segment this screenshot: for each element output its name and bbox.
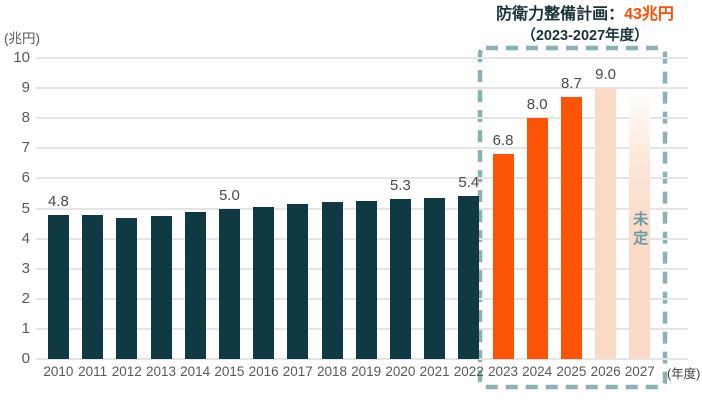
bar-2027: 未定: [629, 92, 651, 359]
bar-2022: [458, 196, 480, 359]
y-tick-2: 2: [21, 289, 30, 307]
x-tick-2012: 2012: [111, 364, 142, 379]
x-tick-2010: 2010: [43, 364, 74, 379]
x-tick-2016: 2016: [248, 364, 279, 379]
bar-2011: [82, 214, 104, 359]
bar-2017: [287, 203, 309, 359]
y-tick-0: 0: [21, 350, 30, 367]
plan-period: （2023-2027年度）: [521, 28, 649, 44]
bar-2026: [595, 88, 617, 359]
bar-value-label-2022: 5.4: [458, 174, 480, 192]
bar-2010: [47, 214, 69, 359]
gridline-0: [36, 358, 688, 360]
y-axis-unit-label: (兆円): [4, 31, 40, 46]
gridline-10: [36, 57, 688, 59]
x-tick-2020: 2020: [385, 364, 416, 379]
bar-2020: [389, 199, 411, 359]
bar-2021: [424, 197, 446, 359]
plan-title: 防衛力整備計画：43兆円 （2023-2027年度）: [452, 5, 702, 46]
x-tick-2018: 2018: [316, 364, 348, 379]
x-tick-2027: 2027: [624, 364, 655, 379]
y-tick-9: 9: [21, 79, 30, 97]
y-tick-7: 7: [21, 139, 30, 157]
x-tick-2019: 2019: [351, 364, 382, 379]
bar-2025: [560, 97, 582, 359]
y-tick-4: 4: [21, 229, 30, 247]
bar-2014: [184, 211, 206, 359]
plan-amount: 43兆円: [624, 6, 674, 23]
x-tick-2014: 2014: [180, 364, 211, 379]
y-tick-6: 6: [21, 169, 30, 187]
bar-value-label-2010: 4.8: [47, 192, 69, 210]
gridline-7: [36, 147, 688, 150]
x-tick-2013: 2013: [145, 364, 177, 379]
bar-value-label-2025: 8.7: [560, 75, 582, 93]
bar-2019: [355, 200, 377, 359]
x-tick-2017: 2017: [282, 364, 313, 379]
gridline-6: [36, 177, 688, 180]
bar-2018: [321, 202, 343, 359]
bar-value-label-2020: 5.3: [389, 177, 411, 195]
y-tick-3: 3: [21, 259, 30, 277]
bar-2013: [150, 216, 172, 359]
bar-value-label-2015: 5.0: [218, 186, 240, 204]
gridline-8: [36, 117, 688, 120]
bar-2016: [253, 206, 275, 359]
x-tick-2022: 2022: [453, 364, 484, 379]
y-tick-8: 8: [21, 109, 30, 127]
undecided-label: 未定: [631, 210, 649, 249]
x-tick-2021: 2021: [419, 364, 450, 379]
x-tick-2011: 2011: [78, 364, 108, 379]
bar-2024: [526, 118, 548, 359]
x-tick-2015: 2015: [214, 364, 245, 379]
x-tick-2025: 2025: [556, 364, 587, 379]
bar-value-label-2023: 6.8: [492, 132, 514, 150]
x-tick-2023: 2023: [487, 364, 519, 379]
y-tick-5: 5: [21, 199, 30, 217]
plan-title-text: 防衛力整備計画：: [496, 6, 625, 23]
x-tick-2026: 2026: [590, 364, 621, 379]
bar-2023: [492, 154, 514, 359]
gridline-9: [36, 87, 688, 90]
bar-2012: [116, 217, 138, 359]
x-axis-unit-label: (年度): [667, 367, 701, 381]
bar-value-label-2026: 9.0: [595, 66, 617, 84]
bar-2015: [218, 208, 240, 359]
y-tick-10: 10: [13, 49, 30, 66]
plan-title-line1: 防衛力整備計画：43兆円: [452, 5, 702, 25]
x-tick-2024: 2024: [522, 364, 553, 379]
bar-value-label-2024: 8.0: [526, 96, 548, 114]
y-tick-1: 1: [21, 319, 30, 337]
